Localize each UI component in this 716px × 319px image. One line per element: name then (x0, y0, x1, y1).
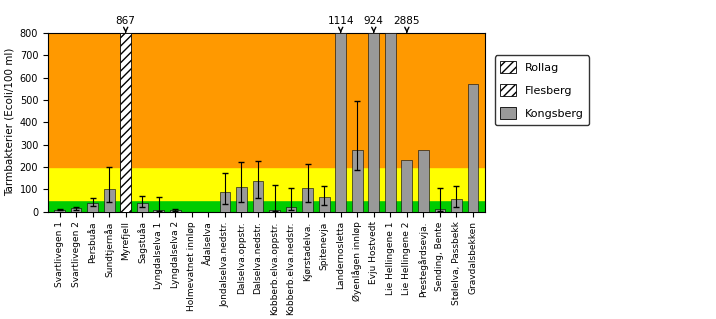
Bar (120, 33, 131, 211)
Bar (48, 200, 485, 211)
Bar (236, 187, 247, 211)
Text: 2885: 2885 (394, 16, 420, 32)
Bar (253, 182, 263, 211)
Bar (302, 188, 313, 211)
Bar (418, 150, 429, 211)
Text: 1114: 1114 (327, 16, 354, 32)
Legend: Rollag, Flesberg, Kongsberg: Rollag, Flesberg, Kongsberg (495, 55, 589, 125)
Bar (435, 209, 445, 211)
Bar (137, 203, 147, 211)
Bar (319, 197, 329, 211)
Bar (153, 210, 164, 211)
Bar (87, 203, 98, 211)
Bar (451, 199, 462, 211)
Text: 924: 924 (364, 16, 384, 32)
Bar (468, 84, 478, 211)
Bar (220, 191, 231, 211)
Bar (54, 210, 65, 211)
Bar (402, 160, 412, 211)
Bar (48, 167, 485, 200)
Y-axis label: Tarmbakterier (Ecoli/100 ml): Tarmbakterier (Ecoli/100 ml) (4, 48, 14, 197)
Text: 867: 867 (116, 16, 135, 32)
Bar (286, 207, 296, 211)
Bar (104, 189, 115, 211)
Bar (369, 33, 379, 211)
Bar (335, 33, 346, 211)
Bar (71, 209, 82, 211)
Bar (352, 150, 362, 211)
Bar (48, 22, 485, 167)
Bar (385, 33, 396, 211)
